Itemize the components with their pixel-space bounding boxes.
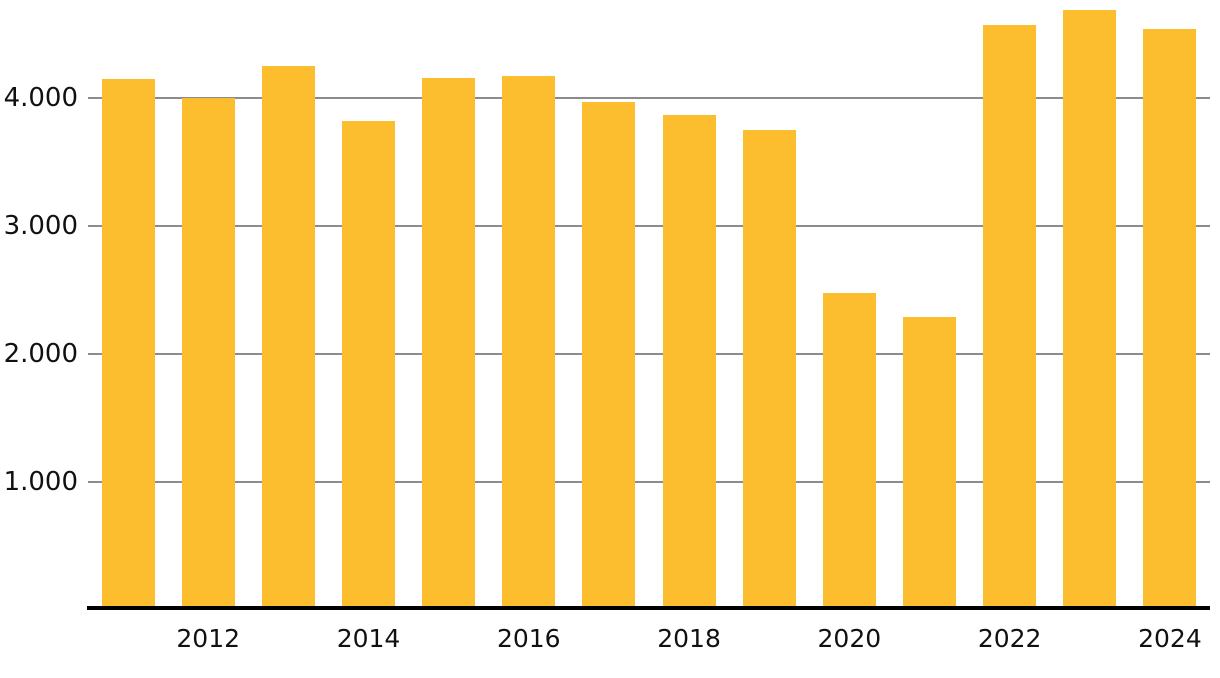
bar-2018 <box>662 114 716 610</box>
x-tick-label-2014: 2014 <box>336 624 401 653</box>
y-tick-label-1000: 1.000 <box>3 467 78 497</box>
gridline-1000 <box>88 481 1210 483</box>
y-tick-label-2000: 2.000 <box>3 339 78 370</box>
bar-2012 <box>181 98 235 610</box>
bar-2021 <box>903 316 956 610</box>
gridline-2000 <box>88 353 1210 356</box>
x-tick-label-2020: 2020 <box>817 624 882 653</box>
bar-2011 <box>101 78 155 610</box>
x-axis-line <box>87 606 1210 610</box>
bar-2014 <box>342 121 395 610</box>
x-tick-label-2024: 2024 <box>1138 624 1202 653</box>
bar-2013 <box>261 66 315 610</box>
bar-2015 <box>422 77 476 610</box>
y-tick-label-4000: 4.000 <box>3 83 78 114</box>
gridline-3000 <box>88 225 1210 228</box>
bar-2016 <box>502 76 556 610</box>
gridline-4000 <box>88 97 1210 100</box>
bar-2020 <box>822 292 876 610</box>
plot-area <box>87 0 1210 610</box>
x-tick-label-2018: 2018 <box>657 624 721 653</box>
bar-2022 <box>983 25 1037 610</box>
bar-2024 <box>1143 28 1197 610</box>
bar-2023 <box>1063 9 1117 610</box>
x-tick-label-2016: 2016 <box>496 624 561 653</box>
bar-2017 <box>582 101 636 610</box>
bar-2019 <box>742 130 796 610</box>
x-tick-label-2022: 2022 <box>977 624 1042 653</box>
x-tick-label-2012: 2012 <box>176 624 241 653</box>
y-tick-label-3000: 3.000 <box>3 211 78 242</box>
